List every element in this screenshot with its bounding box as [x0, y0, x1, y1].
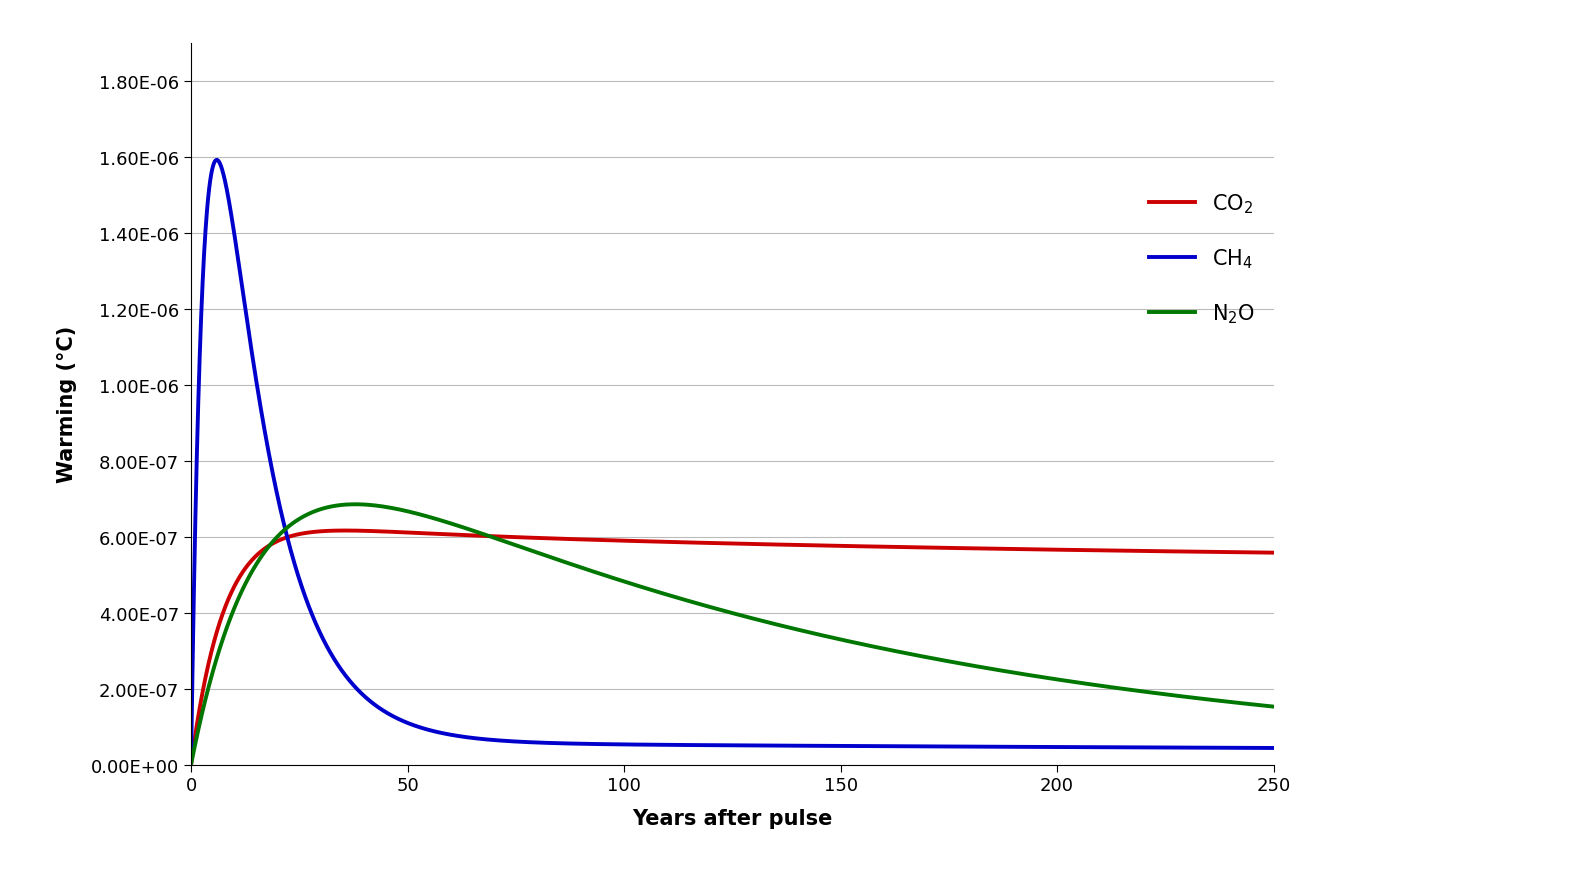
CO$_2$	[306, 527, 325, 537]
CH$_4$	[369, 703, 388, 713]
N$_2$O	[1127, 686, 1146, 696]
Line: CO$_2$: CO$_2$	[191, 531, 1274, 765]
Legend: CO$_2$, CH$_4$, N$_2$O: CO$_2$, CH$_4$, N$_2$O	[1141, 183, 1262, 334]
N$_2$O	[1264, 701, 1283, 712]
N$_2$O	[181, 760, 201, 770]
CO$_2$	[643, 537, 662, 547]
CO$_2$	[181, 760, 201, 770]
N$_2$O	[369, 501, 388, 512]
CO$_2$	[1243, 547, 1262, 558]
CH$_4$	[1264, 743, 1283, 753]
Line: CH$_4$: CH$_4$	[191, 161, 1274, 765]
CH$_4$	[306, 616, 325, 627]
CH$_4$	[1127, 742, 1146, 753]
CO$_2$	[1127, 546, 1146, 556]
CH$_4$	[207, 156, 226, 166]
Line: N$_2$O: N$_2$O	[191, 505, 1274, 765]
N$_2$O	[643, 586, 662, 596]
CH$_4$	[597, 740, 616, 750]
CH$_4$	[1243, 743, 1262, 753]
CH$_4$	[181, 760, 201, 770]
N$_2$O	[345, 500, 365, 510]
CO$_2$	[597, 535, 616, 546]
CO$_2$	[336, 526, 355, 536]
N$_2$O	[597, 571, 616, 581]
N$_2$O	[1243, 700, 1262, 710]
CH$_4$	[643, 740, 662, 750]
CO$_2$	[1264, 547, 1283, 558]
X-axis label: Years after pulse: Years after pulse	[632, 808, 833, 828]
CO$_2$	[369, 527, 388, 537]
N$_2$O	[306, 507, 325, 517]
Y-axis label: Warming (°C): Warming (°C)	[57, 326, 76, 482]
